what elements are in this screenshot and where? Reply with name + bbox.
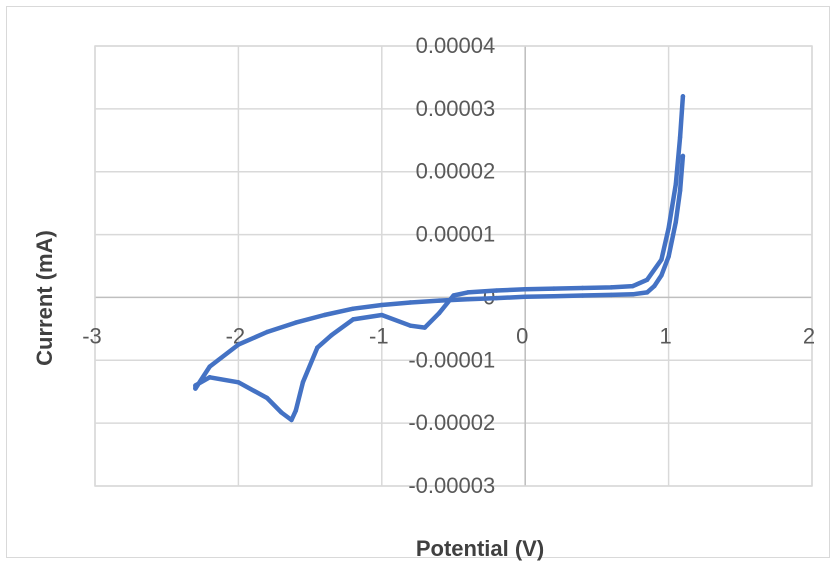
grid-lines bbox=[94, 45, 813, 487]
data-point bbox=[494, 295, 499, 301]
data-point bbox=[350, 317, 356, 322]
y-tick-label: 0.00002 bbox=[416, 159, 496, 184]
data-point bbox=[422, 325, 428, 330]
data-point bbox=[551, 286, 557, 291]
data-point bbox=[289, 417, 294, 423]
plot-area-border bbox=[94, 45, 813, 487]
data-point bbox=[673, 219, 678, 225]
data-point bbox=[264, 395, 270, 401]
data-point bbox=[580, 293, 585, 298]
data-point bbox=[677, 134, 683, 140]
data-point bbox=[523, 294, 528, 299]
data-point bbox=[644, 290, 650, 295]
data-point bbox=[644, 277, 650, 283]
data-point bbox=[279, 410, 284, 415]
data-point bbox=[207, 375, 212, 380]
y-tick-label: 0.00001 bbox=[416, 222, 496, 247]
data-point bbox=[551, 293, 557, 299]
x-tick-label: 0 bbox=[516, 323, 528, 348]
x-tick-label: -1 bbox=[369, 323, 389, 348]
data-point bbox=[293, 408, 298, 413]
data-point bbox=[465, 297, 471, 302]
data-point bbox=[193, 386, 198, 391]
x-tick-label: -3 bbox=[82, 323, 102, 348]
y-tick-label: -0.00003 bbox=[408, 473, 495, 498]
data-point bbox=[350, 306, 356, 311]
data-point bbox=[465, 290, 471, 295]
data-point bbox=[666, 226, 671, 231]
data-point bbox=[322, 312, 327, 318]
data-point bbox=[436, 298, 442, 303]
data-point bbox=[236, 380, 241, 385]
data-point bbox=[236, 342, 241, 347]
y-axis-title: Current (mA) bbox=[32, 230, 57, 366]
y-tick-label: 0.00004 bbox=[416, 33, 496, 58]
y-tick-label: -0.00001 bbox=[408, 347, 495, 372]
data-point bbox=[494, 288, 499, 293]
data-point bbox=[609, 292, 614, 298]
data-point bbox=[666, 254, 671, 259]
series-layer bbox=[193, 94, 686, 423]
data-point bbox=[673, 182, 678, 187]
data-point bbox=[315, 345, 320, 350]
data-point bbox=[659, 273, 664, 278]
data-point bbox=[680, 94, 686, 99]
x-axis-title: Potential (V) bbox=[416, 536, 544, 561]
data-point bbox=[630, 292, 635, 297]
data-point bbox=[451, 293, 456, 298]
data-point bbox=[207, 364, 212, 369]
data-point bbox=[193, 383, 198, 388]
data-point bbox=[264, 329, 270, 335]
data-point bbox=[408, 323, 413, 328]
x-tick-label: 2 bbox=[803, 323, 815, 348]
y-tick-label: 0.00003 bbox=[416, 96, 496, 121]
data-point bbox=[408, 300, 413, 305]
data-point bbox=[379, 312, 384, 318]
data-point bbox=[293, 320, 298, 325]
data-point bbox=[652, 283, 657, 289]
data-point bbox=[677, 188, 683, 193]
chart-frame bbox=[6, 6, 830, 558]
data-point bbox=[523, 287, 528, 292]
data-point bbox=[609, 285, 614, 290]
data-point bbox=[379, 302, 384, 308]
data-point bbox=[329, 332, 334, 338]
data-point bbox=[659, 257, 664, 262]
data-point bbox=[300, 380, 306, 385]
tick-labels: -3 -2 -1 0 1 20.000040.000030.000020.000010-0… bbox=[82, 33, 815, 498]
data-point bbox=[436, 310, 442, 316]
y-tick-label: -0.00002 bbox=[408, 410, 495, 435]
x-tick-label: 1 bbox=[659, 323, 671, 348]
data-point bbox=[680, 153, 686, 159]
data-point bbox=[630, 283, 635, 289]
data-point bbox=[580, 285, 585, 291]
